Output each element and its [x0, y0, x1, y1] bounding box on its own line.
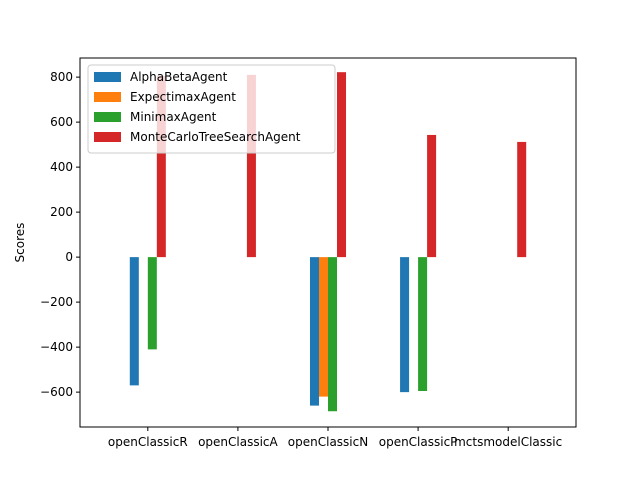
bar-1-4 — [400, 257, 410, 393]
x-tick-label: openClassicN — [288, 435, 368, 449]
y-tick-label: 0 — [65, 250, 73, 264]
bar-2-3 — [318, 257, 328, 397]
bar-4-3 — [337, 72, 347, 258]
legend-label: AlphaBetaAgent — [130, 70, 228, 84]
legend-label: ExpectimaxAgent — [130, 90, 236, 104]
bar-4-5 — [517, 141, 527, 258]
y-axis-label: Scores — [13, 223, 27, 263]
legend-swatch — [94, 92, 121, 102]
y-tick-label: 200 — [50, 205, 73, 219]
x-tick-label: openClassicR — [108, 435, 188, 449]
legend-swatch — [94, 132, 121, 142]
bar-3-4 — [418, 257, 428, 391]
x-tick-label: openClassicA — [198, 435, 278, 449]
legend-label: MonteCarloTreeSearchAgent — [130, 130, 301, 144]
bar-1-3 — [309, 257, 319, 406]
plot-frame — [79, 57, 577, 428]
bar-3-3 — [328, 257, 338, 412]
y-tick-label: −200 — [40, 295, 73, 309]
legend-box — [87, 64, 336, 154]
legend-swatch — [94, 112, 121, 122]
y-tick-label: −400 — [40, 340, 73, 354]
legend-label: MinimaxAgent — [130, 110, 217, 124]
y-tick-label: −600 — [40, 385, 73, 399]
legend: AlphaBetaAgent ExpectimaxAgent MinimaxAgen… — [87, 64, 336, 154]
x-axis-ticks: openClassicR openClassicA openClassicN open… — [108, 427, 562, 449]
bar-1-1 — [129, 257, 139, 386]
y-tick-label: 600 — [50, 115, 73, 129]
bar-3-1 — [147, 257, 157, 350]
legend-swatch — [94, 72, 121, 82]
bar-4-4 — [427, 134, 437, 258]
bar-4-2 — [246, 74, 256, 258]
y-tick-label: 800 — [50, 70, 73, 84]
x-tick-label: openClassicP — [379, 435, 458, 449]
bars-layer — [129, 72, 527, 412]
y-tick-label: 400 — [50, 160, 73, 174]
x-tick-label: mctsmodelClassic — [454, 435, 562, 449]
bar-4-1 — [156, 76, 166, 258]
y-axis-ticks: −600 −400 −200 0 200 400 600 800 — [40, 70, 80, 399]
